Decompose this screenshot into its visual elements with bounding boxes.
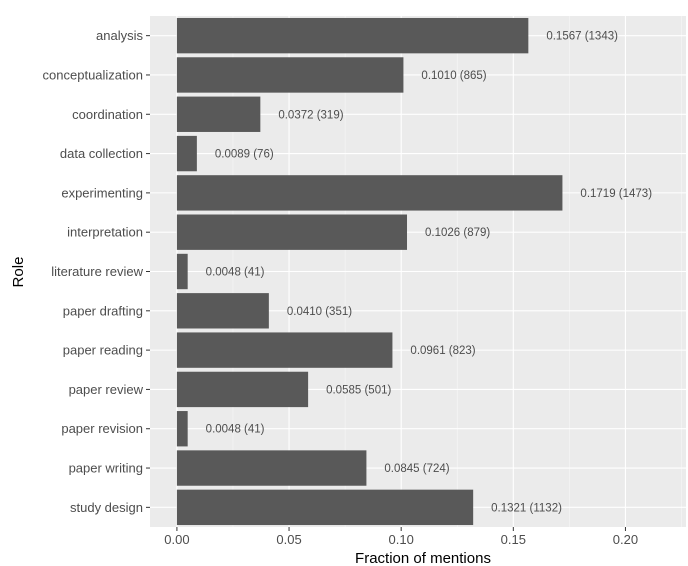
bar-value-label: 0.0372 (319) [278,109,343,121]
y-tick-label: conceptualization [43,67,143,82]
x-tick-label: 0.10 [389,532,414,547]
bar-coordination [176,96,261,132]
x-tick-label: 0.05 [276,532,301,547]
bar-paper-revision [176,411,188,447]
bar-value-label: 0.1321 (1132) [491,502,562,514]
bar-value-label: 0.0410 (351) [287,306,352,318]
y-tick-label: paper revision [61,421,143,436]
y-tick-label: paper writing [69,461,143,476]
bar-labels: 0.1567 (1343) 0.1010 (865) 0.0372 (319) 0.0… [206,31,653,515]
bar-value-label: 0.0048 (41) [206,424,265,436]
bar-value-label: 0.1010 (865) [421,70,486,82]
y-tick-label: coordination [72,107,143,122]
bar-value-label: 0.0845 (724) [384,463,449,475]
y-axis: analysis conceptualization coordination dat… [43,28,150,515]
bar-paper-writing [176,450,367,486]
bar-experimenting [176,175,563,211]
y-tick-label: analysis [96,28,143,43]
bar-value-label: 0.1719 (1473) [580,188,652,200]
bar-analysis [176,17,529,54]
bar-value-label: 0.0961 (823) [410,345,475,357]
y-tick-label: data collection [60,146,143,161]
y-tick-label: study design [70,500,143,515]
bar-paper-review [176,371,309,408]
y-axis-title: Role [10,257,27,288]
bar-study-design [176,489,474,526]
bar-paper-drafting [176,293,269,329]
x-axis: 0.00 0.05 0.10 0.15 0.20 [164,527,638,547]
x-tick-label: 0.20 [613,532,638,547]
y-tick-label: paper drafting [63,303,143,318]
bars [176,17,563,526]
y-tick-label: experimenting [61,185,143,200]
y-tick-label: paper reading [63,343,143,358]
x-axis-title: Fraction of mentions [355,550,491,566]
bar-value-label: 0.0048 (41) [206,267,265,279]
bar-value-label: 0.1026 (879) [425,227,490,239]
bar-paper-reading [176,332,393,368]
x-tick-label: 0.00 [164,532,189,547]
x-tick-label: 0.15 [501,532,526,547]
y-tick-label: interpretation [67,225,143,240]
bar-value-label: 0.1567 (1343) [546,31,618,43]
y-tick-label: paper review [69,382,144,397]
bar-value-label: 0.0089 (76) [215,149,274,161]
bar-literature-review [176,253,188,290]
bar-value-label: 0.0585 (501) [326,384,391,396]
bar-interpretation [176,214,408,250]
bar-data-collection [176,135,197,172]
y-tick-label: literature review [51,264,143,279]
bar-conceptualization [176,57,404,93]
